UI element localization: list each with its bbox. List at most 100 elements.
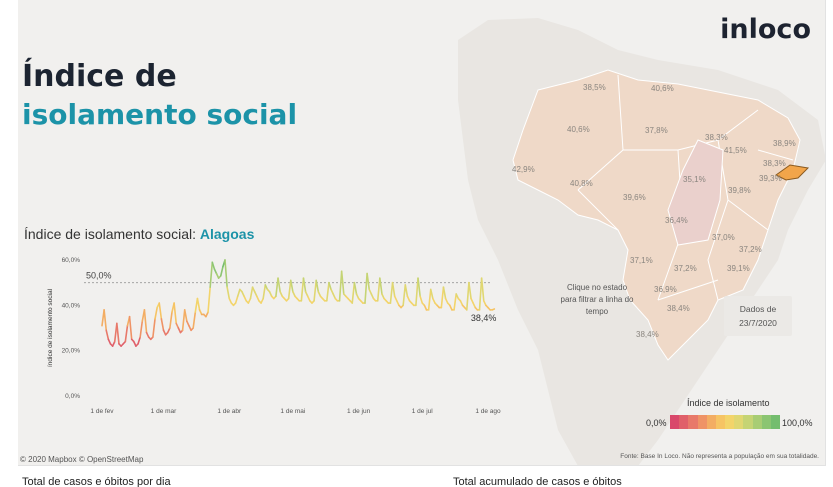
daily-cases-title: Total de casos e óbitos por dia: [22, 476, 171, 487]
last-value-label: 38,4%: [471, 313, 497, 323]
series-line-segment: [313, 279, 318, 302]
series-line-segment: [402, 284, 407, 307]
state-value-label: 39,3%: [759, 174, 782, 183]
x-tick-label: 1 de fev: [90, 408, 114, 415]
series-line-segment: [256, 295, 260, 302]
series-line-segment: [332, 293, 337, 300]
legend-swatch: [752, 415, 762, 429]
legend-swatch: [743, 415, 753, 429]
series-line-segment: [393, 295, 398, 302]
legend-swatch: [761, 415, 771, 429]
series-line-segment: [219, 265, 224, 277]
state-tocantins[interactable]: [667, 139, 724, 246]
series-line-segment: [381, 293, 385, 300]
series-line-segment: [241, 290, 245, 298]
chart-heading-state: Alagoas: [199, 226, 255, 242]
series-line-segment: [175, 322, 180, 329]
series-line-segment: [455, 293, 460, 300]
series-line-segment: [470, 297, 474, 304]
y-tick-label: 40,0%: [62, 302, 81, 309]
series-line-segment: [289, 279, 294, 293]
series-line-segment: [465, 281, 470, 311]
series-line-segment: [440, 286, 445, 309]
series-line-segment: [417, 277, 421, 298]
series-line-segment: [143, 309, 148, 334]
x-tick-label: 1 de ago: [475, 408, 501, 415]
series-line-segment: [198, 309, 203, 316]
series-line-segment: [116, 322, 120, 345]
series-line-segment: [160, 318, 165, 332]
state-value-label: 37,0%: [712, 233, 735, 242]
legend-swatch: [770, 415, 781, 429]
series-line-segment: [317, 290, 322, 298]
series-line-segment: [432, 297, 436, 304]
series-line-segment: [183, 309, 188, 322]
series-line-segment: [234, 295, 239, 304]
isolation-line-chart[interactable]: índice de isolamento social 0,0% 20,0% 40,0…: [22, 248, 502, 428]
series-line-segment: [268, 290, 273, 298]
series-line-segment: [139, 320, 144, 338]
brazil-map[interactable]: [18, 0, 826, 466]
series-line-segment: [304, 290, 309, 298]
series-line-segment: [253, 290, 258, 298]
state-value-label: 40,6%: [567, 125, 590, 134]
series-line-segment: [262, 284, 267, 300]
series-line-segment: [423, 304, 428, 311]
series-line-segment: [292, 290, 296, 298]
series-line-segment: [260, 297, 264, 304]
inloco-logo[interactable]: inloco: [720, 14, 811, 45]
state-value-label: 36,9%: [654, 285, 677, 294]
series-line-segment: [315, 279, 320, 293]
state-value-label: 38,3%: [705, 133, 728, 142]
state-value-label: 38,3%: [763, 159, 786, 168]
map-attribution[interactable]: © 2020 Mapbox © OpenStreetMap: [20, 455, 144, 464]
state-value-label: 38,4%: [636, 330, 659, 339]
series-line-segment: [169, 311, 173, 329]
state-value-label: 35,1%: [683, 175, 706, 184]
series-line-segment: [351, 281, 356, 304]
series-line-segment: [279, 290, 284, 298]
series-line-segment: [247, 297, 252, 304]
legend-min-label: 0,0%: [646, 418, 667, 428]
series-line-segment: [249, 286, 254, 300]
series-line-segment: [376, 277, 381, 302]
series-line-segment: [389, 281, 394, 304]
series-line-segment: [442, 286, 447, 300]
x-tick-label: 1 de mar: [151, 408, 177, 415]
page-title-line2: isolamento social: [22, 98, 298, 131]
state-value-label: 36,4%: [665, 216, 688, 225]
series-line-segment: [192, 311, 197, 329]
series-line-segment: [224, 259, 228, 289]
series-line-segment: [166, 327, 171, 334]
x-tick-label: 1 de mai: [280, 408, 305, 415]
series-line-segment: [368, 288, 373, 295]
date-value: 23/7/2020: [739, 318, 777, 328]
state-value-label: 42,9%: [512, 165, 535, 174]
series-line-segment: [482, 299, 487, 307]
legend-swatch: [688, 415, 698, 429]
y-axis-label: índice de isolamento social: [47, 288, 54, 367]
series-line-segment: [124, 324, 129, 343]
legend-swatch: [725, 415, 735, 429]
series-line-segment: [353, 281, 358, 295]
series-line-segment: [326, 281, 330, 302]
series-line-segment: [211, 261, 216, 270]
series-line-segment: [391, 281, 396, 298]
date-label: Dados de: [739, 304, 777, 314]
series-line-segment: [328, 281, 332, 291]
legend-swatch: [679, 415, 689, 429]
series-line-segment: [154, 306, 158, 320]
state-alagoas-highlight[interactable]: [775, 164, 810, 181]
series-line-segment: [429, 288, 434, 300]
series-line-segment: [404, 284, 409, 298]
series-line-segment: [137, 336, 141, 345]
series-line-segment: [186, 320, 190, 327]
map-panel[interactable]: 38,5% 40,6% 40,6% 37,8% 38,3% 38,9% 41,5…: [18, 0, 826, 466]
map-click-hint: Clique no estado para filtrar a linha do…: [560, 283, 634, 316]
series-line-segment: [207, 286, 211, 313]
brazil-territory[interactable]: [512, 69, 801, 361]
state-value-label: 41,5%: [724, 146, 747, 155]
series-line-segment: [338, 270, 343, 302]
state-value-label: 37,2%: [739, 245, 762, 254]
series-line-segment: [459, 299, 464, 307]
